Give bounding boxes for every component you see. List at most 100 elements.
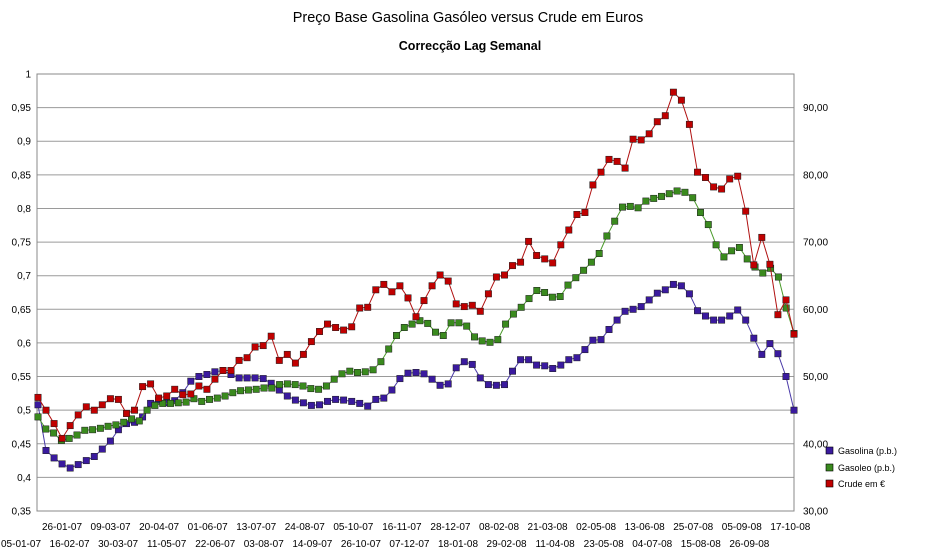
left-axis-tick-label: 0,85 [12, 170, 32, 181]
data-point [661, 112, 669, 120]
data-point [346, 367, 354, 375]
data-point [439, 332, 447, 339]
data-point [66, 464, 74, 472]
data-point [573, 354, 581, 362]
data-point [502, 320, 510, 328]
data-point [565, 226, 573, 234]
left-axis-tick-label: 0,8 [17, 204, 31, 215]
data-point [267, 332, 275, 340]
x-axis-tick-label: 05-10-07 [333, 522, 373, 533]
data-point [275, 356, 283, 364]
data-point [283, 392, 291, 400]
data-point [412, 369, 420, 376]
data-point [460, 303, 468, 311]
data-point [595, 250, 603, 257]
data-point [509, 367, 516, 375]
data-point [486, 338, 494, 346]
data-point [299, 399, 307, 407]
data-point [316, 401, 323, 409]
data-point [203, 385, 211, 393]
data-point [174, 399, 182, 407]
data-point [396, 282, 404, 290]
data-point [766, 260, 774, 268]
data-point [743, 255, 751, 263]
data-point [645, 130, 653, 138]
data-point [252, 385, 260, 393]
data-point [734, 306, 742, 314]
left-axis-tick-label: 0,75 [12, 238, 32, 249]
data-point [244, 386, 252, 394]
data-point [243, 374, 251, 382]
data-point [259, 375, 267, 383]
data-point [533, 361, 541, 369]
data-point [408, 320, 416, 328]
data-point [82, 403, 90, 411]
legend-swatch-gasoleo [825, 463, 834, 472]
data-point [412, 313, 420, 321]
left-axis-tick-label: 0,4 [17, 473, 31, 484]
x-axis-tick-label: 26-09-08 [729, 539, 769, 550]
left-axis-tick-label: 1 [25, 70, 31, 81]
data-point [98, 445, 106, 453]
data-point [629, 305, 637, 313]
data-point [159, 399, 167, 407]
data-point [58, 434, 66, 442]
data-point [259, 342, 267, 350]
data-point [42, 447, 50, 454]
data-point [380, 394, 388, 402]
data-point [332, 324, 340, 331]
data-point [587, 258, 595, 266]
data-point [135, 417, 143, 425]
data-point [330, 375, 338, 383]
data-point [685, 120, 693, 128]
data-point [114, 395, 122, 403]
data-point [206, 395, 213, 403]
data-point [702, 312, 709, 320]
right-axis-tick-labels: 30,00 40,00 50,00 60,00 70,00 80,00 90,00 [803, 103, 828, 517]
data-point [766, 340, 774, 348]
data-point [372, 286, 380, 294]
data-point [669, 280, 677, 288]
data-point [179, 391, 187, 399]
data-point [565, 356, 573, 364]
right-axis-tick-label: 90,00 [803, 103, 828, 114]
data-point [572, 274, 580, 282]
legend-label-crude: Crude em € [838, 479, 885, 489]
right-axis-tick-label: 80,00 [803, 170, 828, 181]
data-point [276, 381, 284, 389]
data-point [658, 192, 665, 200]
data-point [460, 358, 468, 366]
data-point [112, 421, 120, 429]
data-point [195, 382, 203, 390]
data-point [66, 422, 74, 430]
x-axis-tick-label: 16-02-07 [50, 539, 90, 550]
data-point [718, 316, 726, 324]
data-point [677, 96, 685, 104]
data-point [605, 326, 613, 333]
data-point [356, 304, 364, 312]
right-axis-tick-label: 40,00 [803, 439, 828, 450]
data-point [782, 373, 790, 380]
data-point [541, 362, 549, 370]
data-point [396, 375, 404, 383]
data-point [478, 337, 486, 345]
data-point [720, 253, 728, 261]
data-point [388, 288, 396, 296]
x-axis-tick-label: 16-11-07 [382, 522, 422, 533]
data-point [629, 135, 637, 143]
series-layer [34, 88, 798, 472]
data-point [307, 385, 315, 393]
data-point [634, 204, 642, 212]
data-point [673, 187, 681, 195]
x-axis-tick-labels: 05-01-07 16-02-07 30-03-07 11-05-07 22-06-07… [1, 522, 811, 550]
data-point [428, 375, 436, 383]
data-point [404, 294, 412, 302]
data-point [58, 460, 66, 468]
data-point [131, 406, 138, 414]
data-point [603, 232, 611, 240]
data-point [171, 385, 179, 393]
plot-area [36, 73, 795, 512]
data-point [147, 380, 155, 388]
data-point [195, 373, 203, 380]
